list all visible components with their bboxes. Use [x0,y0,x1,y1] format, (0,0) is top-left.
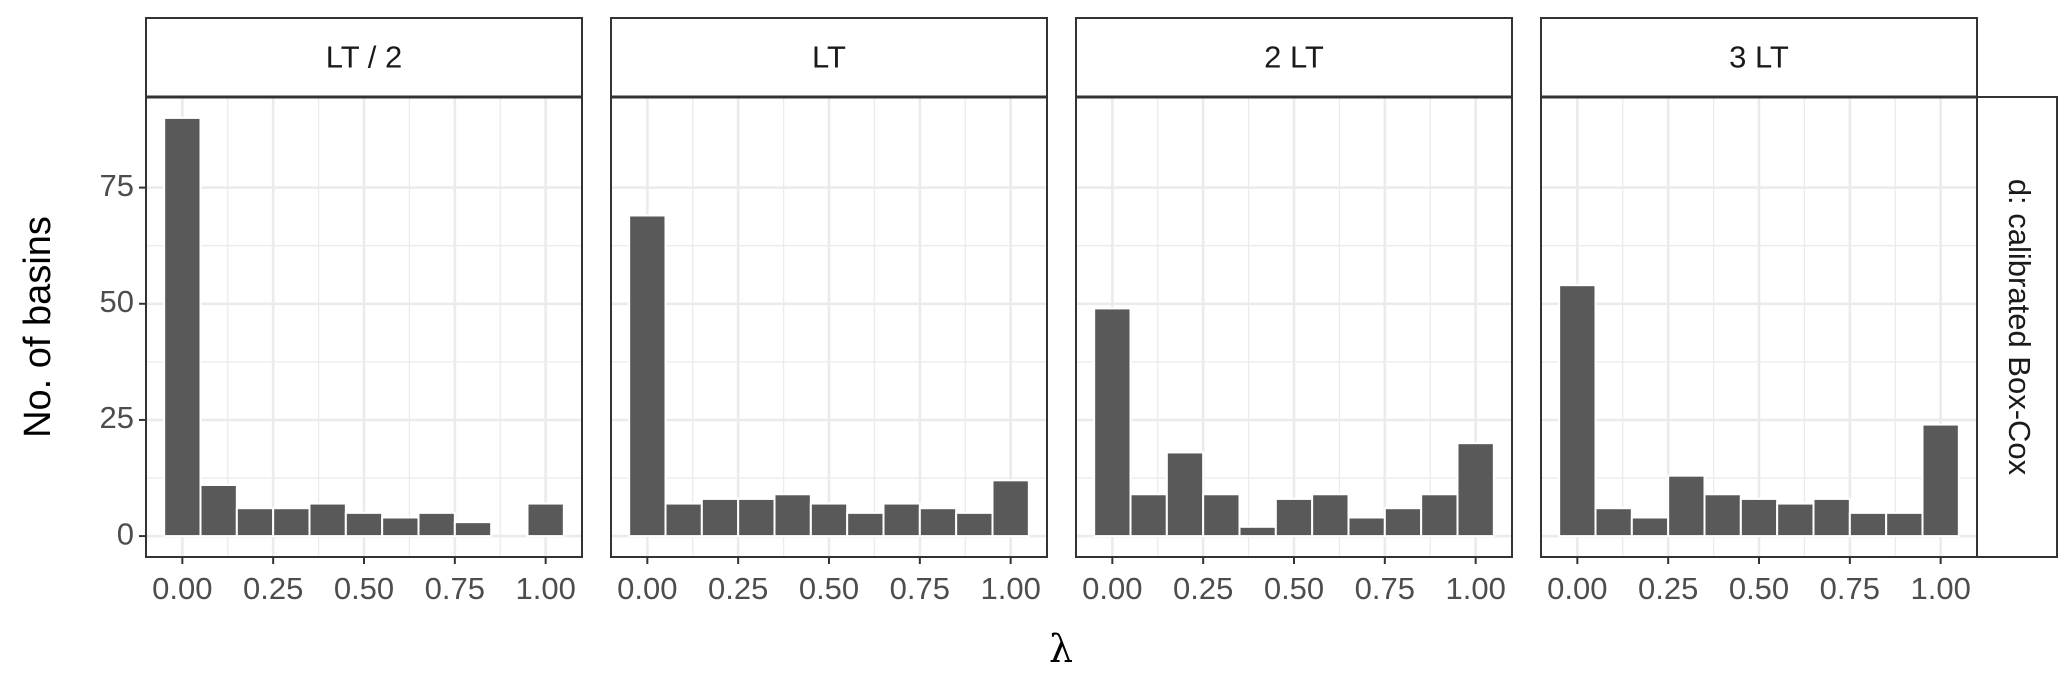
bar [918,507,958,538]
x-tick-label: 1.00 [1445,571,1505,606]
x-tick-label: 0.50 [1729,571,1789,606]
bar [955,511,994,538]
bar [1848,511,1888,538]
bar [417,511,456,538]
x-tick-label: 0.50 [334,571,394,606]
y-axis-title: No. of basins [17,216,59,438]
x-tick-label: 0.00 [1082,571,1142,606]
bar [235,507,275,538]
y-tick-label: 0 [117,516,134,551]
x-tick-label: 1.00 [1910,571,1970,606]
bar [1739,497,1779,538]
bar [1165,451,1205,538]
bar [737,497,776,538]
strip [610,17,1048,98]
x-tick-label: 1.00 [980,571,1040,606]
bar [991,479,1030,538]
bar [628,214,667,538]
x-tick-label: 0.25 [1173,571,1233,606]
x-tick-label: 0.25 [243,571,303,606]
strip-label: LT / 2 [326,40,402,75]
x-tick-label: 0.25 [1638,571,1698,606]
x-tick-label: 0.50 [1264,571,1324,606]
bar [1812,497,1851,538]
bar [1594,507,1633,538]
x-tick-label: 0.75 [425,571,485,606]
bar [381,516,420,538]
x-tick-label: 1.00 [515,571,575,606]
bar [344,511,384,538]
bar [700,497,740,538]
y-tick-label: 50 [100,284,134,319]
strip-label: LT [812,40,846,75]
bar [1558,284,1597,538]
bar [1347,516,1386,538]
bar [1921,423,1960,538]
bar [882,502,921,538]
bar [163,116,202,538]
bar [1274,497,1314,538]
x-tick-label: 0.00 [152,571,212,606]
row-strip-label: d: calibrated Box-Cox [2002,179,2037,476]
strip [1075,17,1513,98]
x-tick-label: 0.75 [1355,571,1415,606]
bar [1129,493,1168,538]
bar [664,502,703,538]
x-tick-label: 0.00 [1547,571,1607,606]
x-tick-label: 0.25 [708,571,768,606]
bar [846,511,885,538]
bar [773,493,812,538]
bar [1456,442,1495,538]
bar [1885,511,1924,538]
bar [1202,493,1241,538]
bar [199,483,238,538]
strip [1540,17,1978,98]
x-tick-label: 0.00 [617,571,677,606]
bar [526,502,565,538]
bar [1776,502,1815,538]
strip-label: 2 LT [1264,40,1324,75]
x-tick-label: 0.75 [890,571,950,606]
x-axis-title: λ [1049,627,1073,671]
bar [809,502,849,538]
bar [1630,516,1670,538]
bar [1383,507,1423,538]
y-tick-label: 25 [100,400,134,435]
x-tick-label: 0.75 [1820,571,1880,606]
bar [453,521,493,538]
x-tick-label: 0.50 [799,571,859,606]
bar [1093,307,1132,538]
bar [1667,474,1706,538]
bar [1238,525,1277,538]
bar [308,502,347,538]
bar [1703,493,1742,538]
bar [1311,493,1350,538]
row-strip [1976,96,2058,558]
bar [1420,493,1459,538]
y-tick-label: 75 [100,168,134,203]
strip-label: 3 LT [1729,40,1789,75]
bar [272,507,311,538]
